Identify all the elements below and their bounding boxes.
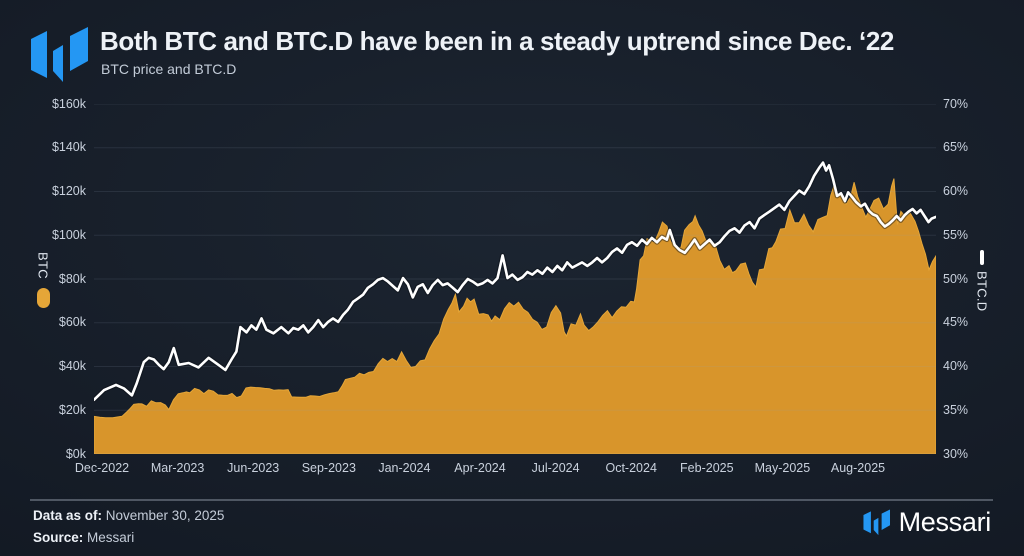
page-title: Both BTC and BTC.D have been in a steady… <box>100 26 894 56</box>
legend-btc-label: BTC <box>35 252 51 279</box>
messari-logo-icon-small <box>863 509 890 536</box>
left-axis-tick-label: $140k <box>51 140 86 155</box>
data-as-of-value: November 30, 2025 <box>102 508 225 523</box>
x-axis-tick-label: Jun-2023 <box>227 461 280 475</box>
x-axis-tick-label: Jul-2024 <box>531 461 580 475</box>
x-axis-tick-label: Feb-2025 <box>680 461 734 475</box>
source-value: Messari <box>83 530 135 545</box>
legend-btc: BTC <box>31 252 55 308</box>
left-axis-tick-label: $0k <box>65 446 86 461</box>
legend-btcd-label: BTC.D <box>974 271 990 312</box>
right-axis-tick-label: 70% <box>943 96 969 111</box>
x-axis-tick-label: Sep-2023 <box>301 461 356 475</box>
left-axis-tick-label: $20k <box>58 402 86 417</box>
messari-logo-icon <box>31 27 88 82</box>
x-axis-tick-label: Dec-2022 <box>74 461 130 475</box>
right-axis-tick-label: 40% <box>943 359 969 373</box>
right-axis-tick-label: 35% <box>943 402 969 417</box>
left-axis-tick-label: $60k <box>58 315 86 330</box>
footer-divider <box>30 499 993 501</box>
left-axis-tick-label: $80k <box>58 271 86 286</box>
data-as-of-label: Data as of: <box>33 508 103 523</box>
x-axis-tick-label: May-2025 <box>754 461 811 475</box>
left-axis-tick-label: $160k <box>51 96 86 111</box>
btc-price-area <box>94 178 936 454</box>
btc-area-swatch-icon <box>36 287 50 308</box>
legend-btcd: BTC.D <box>971 250 993 312</box>
messari-wordmark-text: Messari <box>898 507 992 537</box>
right-axis-tick-label: 45% <box>943 315 969 330</box>
x-axis-tick-label: Apr-2024 <box>454 461 506 475</box>
btcd-line-swatch-icon <box>980 250 984 265</box>
btcd-line <box>94 161 936 402</box>
left-axis-tick-label: $100k <box>51 227 86 242</box>
messari-wordmark: Messari <box>863 507 991 538</box>
right-axis-tick-label: 30% <box>943 446 969 461</box>
left-axis-tick-label: $40k <box>58 359 86 373</box>
x-axis-tick-label: Aug-2025 <box>830 461 886 475</box>
left-axis-tick-label: $120k <box>51 184 86 198</box>
right-axis-tick-label: 60% <box>943 184 969 198</box>
source: Source: Messari <box>33 530 134 545</box>
source-label: Source: <box>33 530 84 545</box>
page-subtitle: BTC price and BTC.D <box>101 61 237 77</box>
price-dominance-chart <box>94 104 936 454</box>
x-axis-tick-label: Oct-2024 <box>605 461 657 475</box>
right-axis-tick-label: 50% <box>943 271 969 286</box>
x-axis-tick-label: Jan-2024 <box>378 461 431 475</box>
right-axis-tick-label: 55% <box>943 227 969 242</box>
x-axis-tick-label: Mar-2023 <box>150 461 205 475</box>
right-axis-tick-label: 65% <box>943 140 969 155</box>
data-as-of: Data as of: November 30, 2025 <box>33 508 224 523</box>
